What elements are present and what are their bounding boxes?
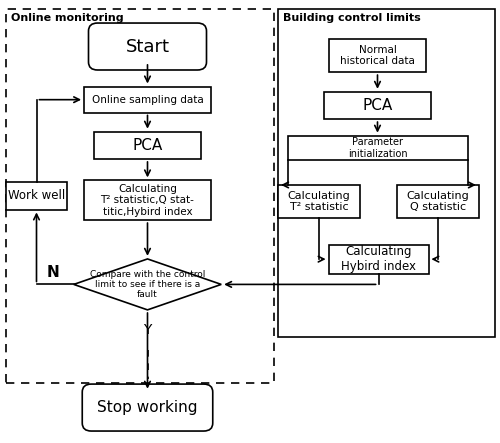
Bar xyxy=(288,136,468,160)
Bar xyxy=(6,182,66,210)
Text: Online monitoring: Online monitoring xyxy=(11,13,124,23)
Text: Stop working: Stop working xyxy=(97,400,198,415)
Text: Calculating
Q statistic: Calculating Q statistic xyxy=(406,191,470,212)
Text: PCA: PCA xyxy=(132,138,162,153)
Text: Online sampling data: Online sampling data xyxy=(92,95,204,105)
Text: Calculating
T² statistic,Q stat-
titic,Hybird index: Calculating T² statistic,Q stat- titic,H… xyxy=(100,184,194,217)
Text: Y: Y xyxy=(144,323,152,338)
Text: Building control limits: Building control limits xyxy=(282,13,420,23)
Text: PCA: PCA xyxy=(362,98,392,113)
Text: Normal
historical data: Normal historical data xyxy=(340,45,415,66)
Bar xyxy=(6,9,274,383)
FancyBboxPatch shape xyxy=(82,384,213,431)
Bar xyxy=(84,180,211,220)
Bar xyxy=(324,92,431,119)
Text: Start: Start xyxy=(126,38,170,55)
Text: Calculating
Hybird index: Calculating Hybird index xyxy=(341,245,416,273)
FancyBboxPatch shape xyxy=(88,23,206,70)
Text: N: N xyxy=(46,265,59,280)
Text: Calculating
T² statistic: Calculating T² statistic xyxy=(288,191,350,212)
Bar xyxy=(94,132,201,159)
Text: Parameter
initialization: Parameter initialization xyxy=(348,137,408,159)
Text: Work well: Work well xyxy=(8,189,65,202)
Bar xyxy=(278,9,495,337)
Bar xyxy=(84,87,211,113)
Text: Compare with the control
limit to see if there is a
fault: Compare with the control limit to see if… xyxy=(90,269,205,299)
Bar xyxy=(397,185,479,218)
Bar xyxy=(329,39,426,72)
Bar xyxy=(328,245,428,274)
Bar xyxy=(278,185,360,218)
Polygon shape xyxy=(74,259,221,310)
